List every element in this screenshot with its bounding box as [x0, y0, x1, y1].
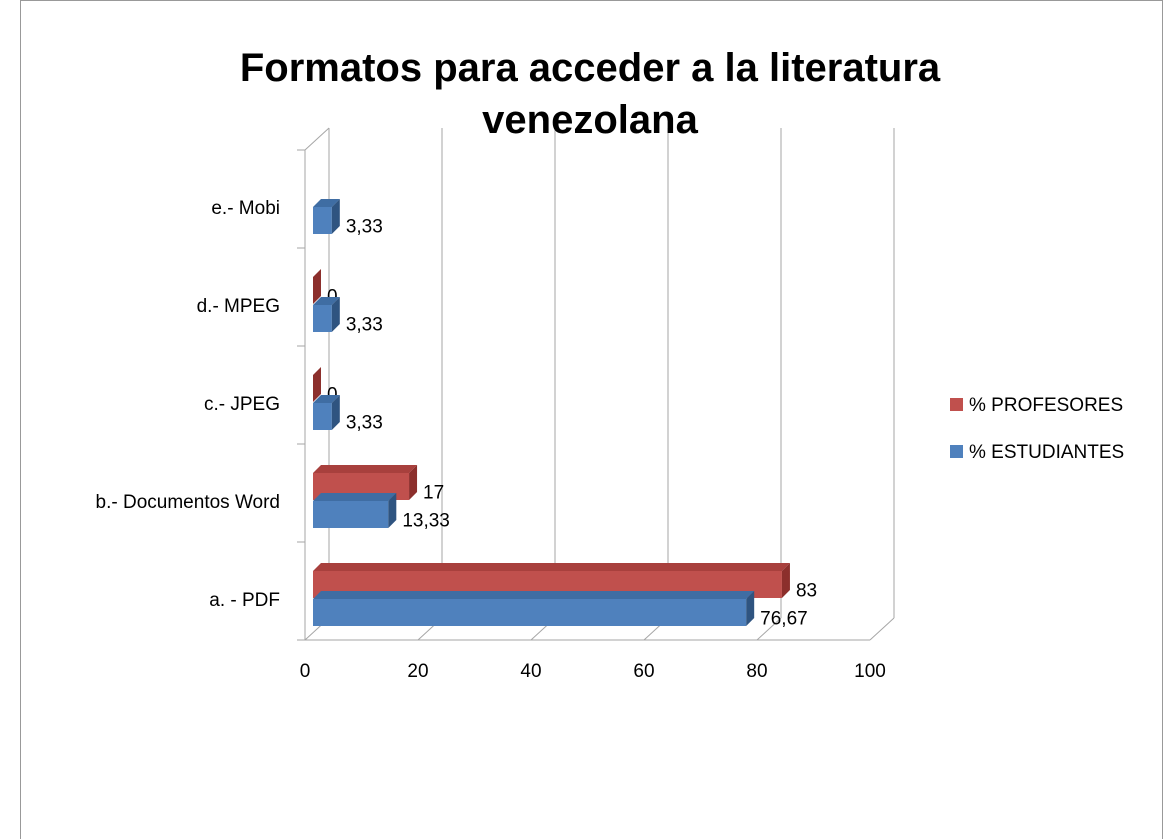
- grid-line: [869, 617, 895, 641]
- bar-top: [313, 591, 755, 599]
- data-label: 3,33: [346, 315, 383, 336]
- bar-top: [313, 563, 790, 571]
- bar-side: [331, 395, 340, 430]
- x-tick-label: 80: [746, 661, 767, 682]
- bar-side: [388, 493, 397, 528]
- bar-top: [313, 199, 340, 207]
- bar-side: [331, 199, 340, 234]
- y-tick-label: a. - PDF: [209, 590, 280, 611]
- bar-side: [781, 563, 790, 598]
- chart-border: [20, 0, 1163, 839]
- left-wall: [304, 127, 330, 151]
- data-label: 83: [796, 581, 817, 602]
- legend-swatch: [950, 398, 963, 411]
- bar-side: [409, 465, 418, 500]
- bar: [313, 199, 340, 234]
- data-label: 13,33: [402, 511, 450, 532]
- x-tick-label: 40: [520, 661, 541, 682]
- x-tick-label: 20: [407, 661, 428, 682]
- x-tick-label: 100: [854, 661, 886, 682]
- legend-label: % ESTUDIANTES: [969, 442, 1124, 463]
- data-label: 3,33: [346, 413, 383, 434]
- y-tick-label: d.- MPEG: [197, 296, 280, 317]
- data-label: 76,67: [760, 609, 808, 630]
- bar: [313, 591, 755, 626]
- bar-front: [313, 305, 332, 332]
- bar-side: [746, 591, 755, 626]
- x-tick-label: 0: [300, 661, 311, 682]
- bar-front: [313, 501, 389, 528]
- legend-swatch: [950, 445, 963, 458]
- grid-line: [756, 617, 782, 641]
- y-tick-label: e.- Mobi: [211, 198, 280, 219]
- bar-front: [313, 403, 332, 430]
- bar-front: [313, 599, 747, 626]
- bar-side: [331, 297, 340, 332]
- legend-label: % PROFESORES: [969, 395, 1123, 416]
- bar: [313, 395, 340, 430]
- bar-top: [313, 395, 340, 403]
- bar-side: [313, 269, 321, 304]
- y-tick-label: c.- JPEG: [204, 394, 280, 415]
- y-tick-label: b.- Documentos Word: [96, 492, 280, 513]
- bar: [313, 367, 321, 402]
- bar: [313, 297, 340, 332]
- bar-front: [313, 207, 332, 234]
- bar: [313, 563, 790, 598]
- data-label: 3,33: [346, 217, 383, 238]
- bar: [313, 493, 397, 528]
- data-label: 17: [423, 483, 444, 504]
- bar-top: [313, 297, 340, 305]
- bar: [313, 269, 321, 304]
- chart-title: Formatos para acceder a la literatura ve…: [239, 46, 941, 142]
- bar-top: [313, 493, 397, 501]
- bar-top: [313, 465, 418, 473]
- bar-side: [313, 367, 321, 402]
- x-tick-label: 60: [633, 661, 654, 682]
